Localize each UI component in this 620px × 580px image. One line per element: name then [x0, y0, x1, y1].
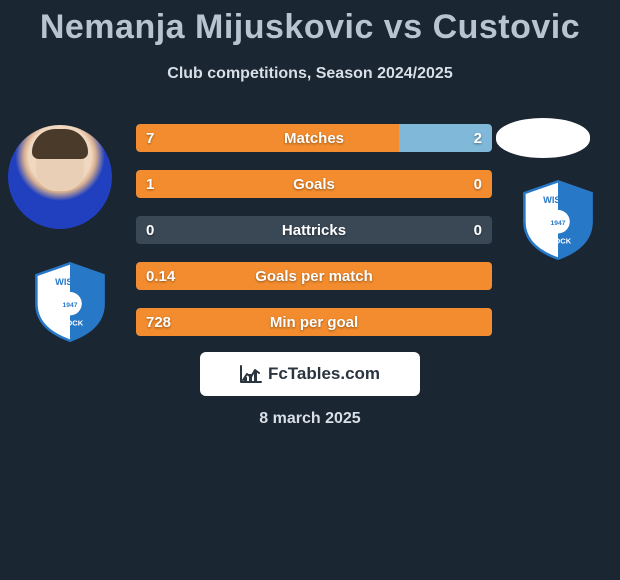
stat-label: Goals — [136, 176, 492, 193]
stat-row: 728 Min per goal — [136, 308, 492, 336]
svg-text:1947: 1947 — [551, 220, 566, 227]
stat-row: 1 Goals 0 — [136, 170, 492, 198]
chart-icon — [240, 365, 262, 383]
player-right-avatar — [496, 118, 590, 158]
svg-text:PŁOCK: PŁOCK — [545, 237, 572, 246]
stat-right-value: 0 — [474, 176, 482, 193]
svg-text:PŁOCK: PŁOCK — [57, 319, 84, 328]
date-text: 8 march 2025 — [0, 410, 620, 428]
stat-label: Goals per match — [136, 268, 492, 285]
svg-text:WISŁA: WISŁA — [543, 195, 573, 205]
branding-text: FcTables.com — [268, 364, 380, 384]
stat-label: Min per goal — [136, 314, 492, 331]
stat-row: 7 Matches 2 — [136, 124, 492, 152]
stat-right-value: 0 — [474, 222, 482, 239]
stat-label: Hattricks — [136, 222, 492, 239]
stat-right-value: 2 — [474, 130, 482, 147]
svg-text:WISŁA: WISŁA — [55, 277, 85, 287]
stat-row: 0 Hattricks 0 — [136, 216, 492, 244]
stat-label: Matches — [136, 130, 492, 147]
subtitle: Club competitions, Season 2024/2025 — [0, 65, 620, 83]
club-logo-left: WISŁA PŁOCK 1947 — [28, 260, 112, 344]
branding-link[interactable]: FcTables.com — [200, 352, 420, 396]
svg-text:1947: 1947 — [63, 302, 78, 309]
stats-container: 7 Matches 2 1 Goals 0 0 Hattricks 0 0.14… — [136, 124, 492, 354]
player-left-avatar — [8, 125, 112, 229]
stat-row: 0.14 Goals per match — [136, 262, 492, 290]
club-logo-right: WISŁA PŁOCK 1947 — [516, 178, 600, 262]
page-title: Nemanja Mijuskovic vs Custovic — [0, 0, 620, 47]
